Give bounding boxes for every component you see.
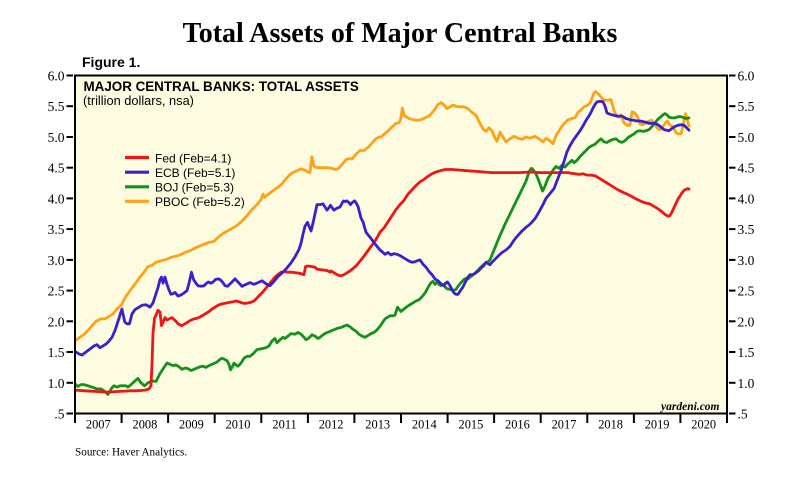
- svg-text:ECB (Feb=5.1): ECB (Feb=5.1): [155, 166, 235, 180]
- svg-text:5.5: 5.5: [48, 99, 65, 114]
- svg-text:2008: 2008: [133, 418, 158, 432]
- svg-text:yardeni.com: yardeni.com: [659, 401, 720, 413]
- svg-text:4.0: 4.0: [738, 191, 755, 206]
- svg-text:2010: 2010: [226, 418, 251, 432]
- svg-text:2012: 2012: [319, 418, 344, 432]
- svg-text:2007: 2007: [86, 418, 111, 432]
- svg-text:5.5: 5.5: [738, 99, 755, 114]
- svg-text:2016: 2016: [505, 418, 530, 432]
- svg-text:2019: 2019: [645, 418, 670, 432]
- svg-text:Figure 1.: Figure 1.: [82, 54, 140, 70]
- svg-text:2014: 2014: [412, 418, 437, 432]
- svg-text:Total Assets of Major Central: Total Assets of Major Central Banks: [183, 18, 618, 49]
- svg-text:2.0: 2.0: [738, 314, 755, 329]
- svg-text:MAJOR CENTRAL BANKS: TOTAL ASS: MAJOR CENTRAL BANKS: TOTAL ASSETS: [84, 79, 359, 94]
- svg-text:5.0: 5.0: [48, 130, 65, 145]
- svg-text:2018: 2018: [598, 418, 623, 432]
- svg-text:1.0: 1.0: [738, 376, 755, 391]
- svg-text:4.5: 4.5: [48, 161, 65, 176]
- svg-text:2.0: 2.0: [48, 314, 65, 329]
- svg-text:.5: .5: [54, 407, 64, 422]
- svg-text:2015: 2015: [459, 418, 484, 432]
- svg-text:2017: 2017: [552, 418, 577, 432]
- svg-text:1.0: 1.0: [48, 376, 65, 391]
- svg-text:2.5: 2.5: [48, 284, 65, 299]
- svg-text:3.0: 3.0: [738, 253, 755, 268]
- svg-text:BOJ (Feb=5.3): BOJ (Feb=5.3): [155, 181, 234, 195]
- svg-text:.5: .5: [738, 407, 748, 422]
- svg-text:3.5: 3.5: [48, 222, 65, 237]
- svg-text:Source: Haver Analytics.: Source: Haver Analytics.: [75, 447, 187, 459]
- svg-text:2020: 2020: [691, 418, 716, 432]
- svg-text:1.5: 1.5: [48, 345, 65, 360]
- svg-text:4.0: 4.0: [48, 191, 65, 206]
- svg-text:6.0: 6.0: [48, 69, 65, 84]
- svg-text:PBOC (Feb=5.2): PBOC (Feb=5.2): [155, 195, 245, 209]
- svg-text:2.5: 2.5: [738, 284, 755, 299]
- svg-text:5.0: 5.0: [738, 130, 755, 145]
- svg-text:2011: 2011: [272, 418, 296, 432]
- svg-text:(trillion dollars, nsa): (trillion dollars, nsa): [83, 93, 194, 108]
- svg-text:3.0: 3.0: [48, 253, 65, 268]
- svg-text:2009: 2009: [179, 418, 204, 432]
- svg-text:1.5: 1.5: [738, 345, 755, 360]
- svg-text:2013: 2013: [365, 418, 390, 432]
- svg-text:4.5: 4.5: [738, 161, 755, 176]
- svg-text:3.5: 3.5: [738, 222, 755, 237]
- svg-text:6.0: 6.0: [738, 69, 755, 84]
- svg-text:Fed (Feb=4.1): Fed (Feb=4.1): [155, 151, 231, 165]
